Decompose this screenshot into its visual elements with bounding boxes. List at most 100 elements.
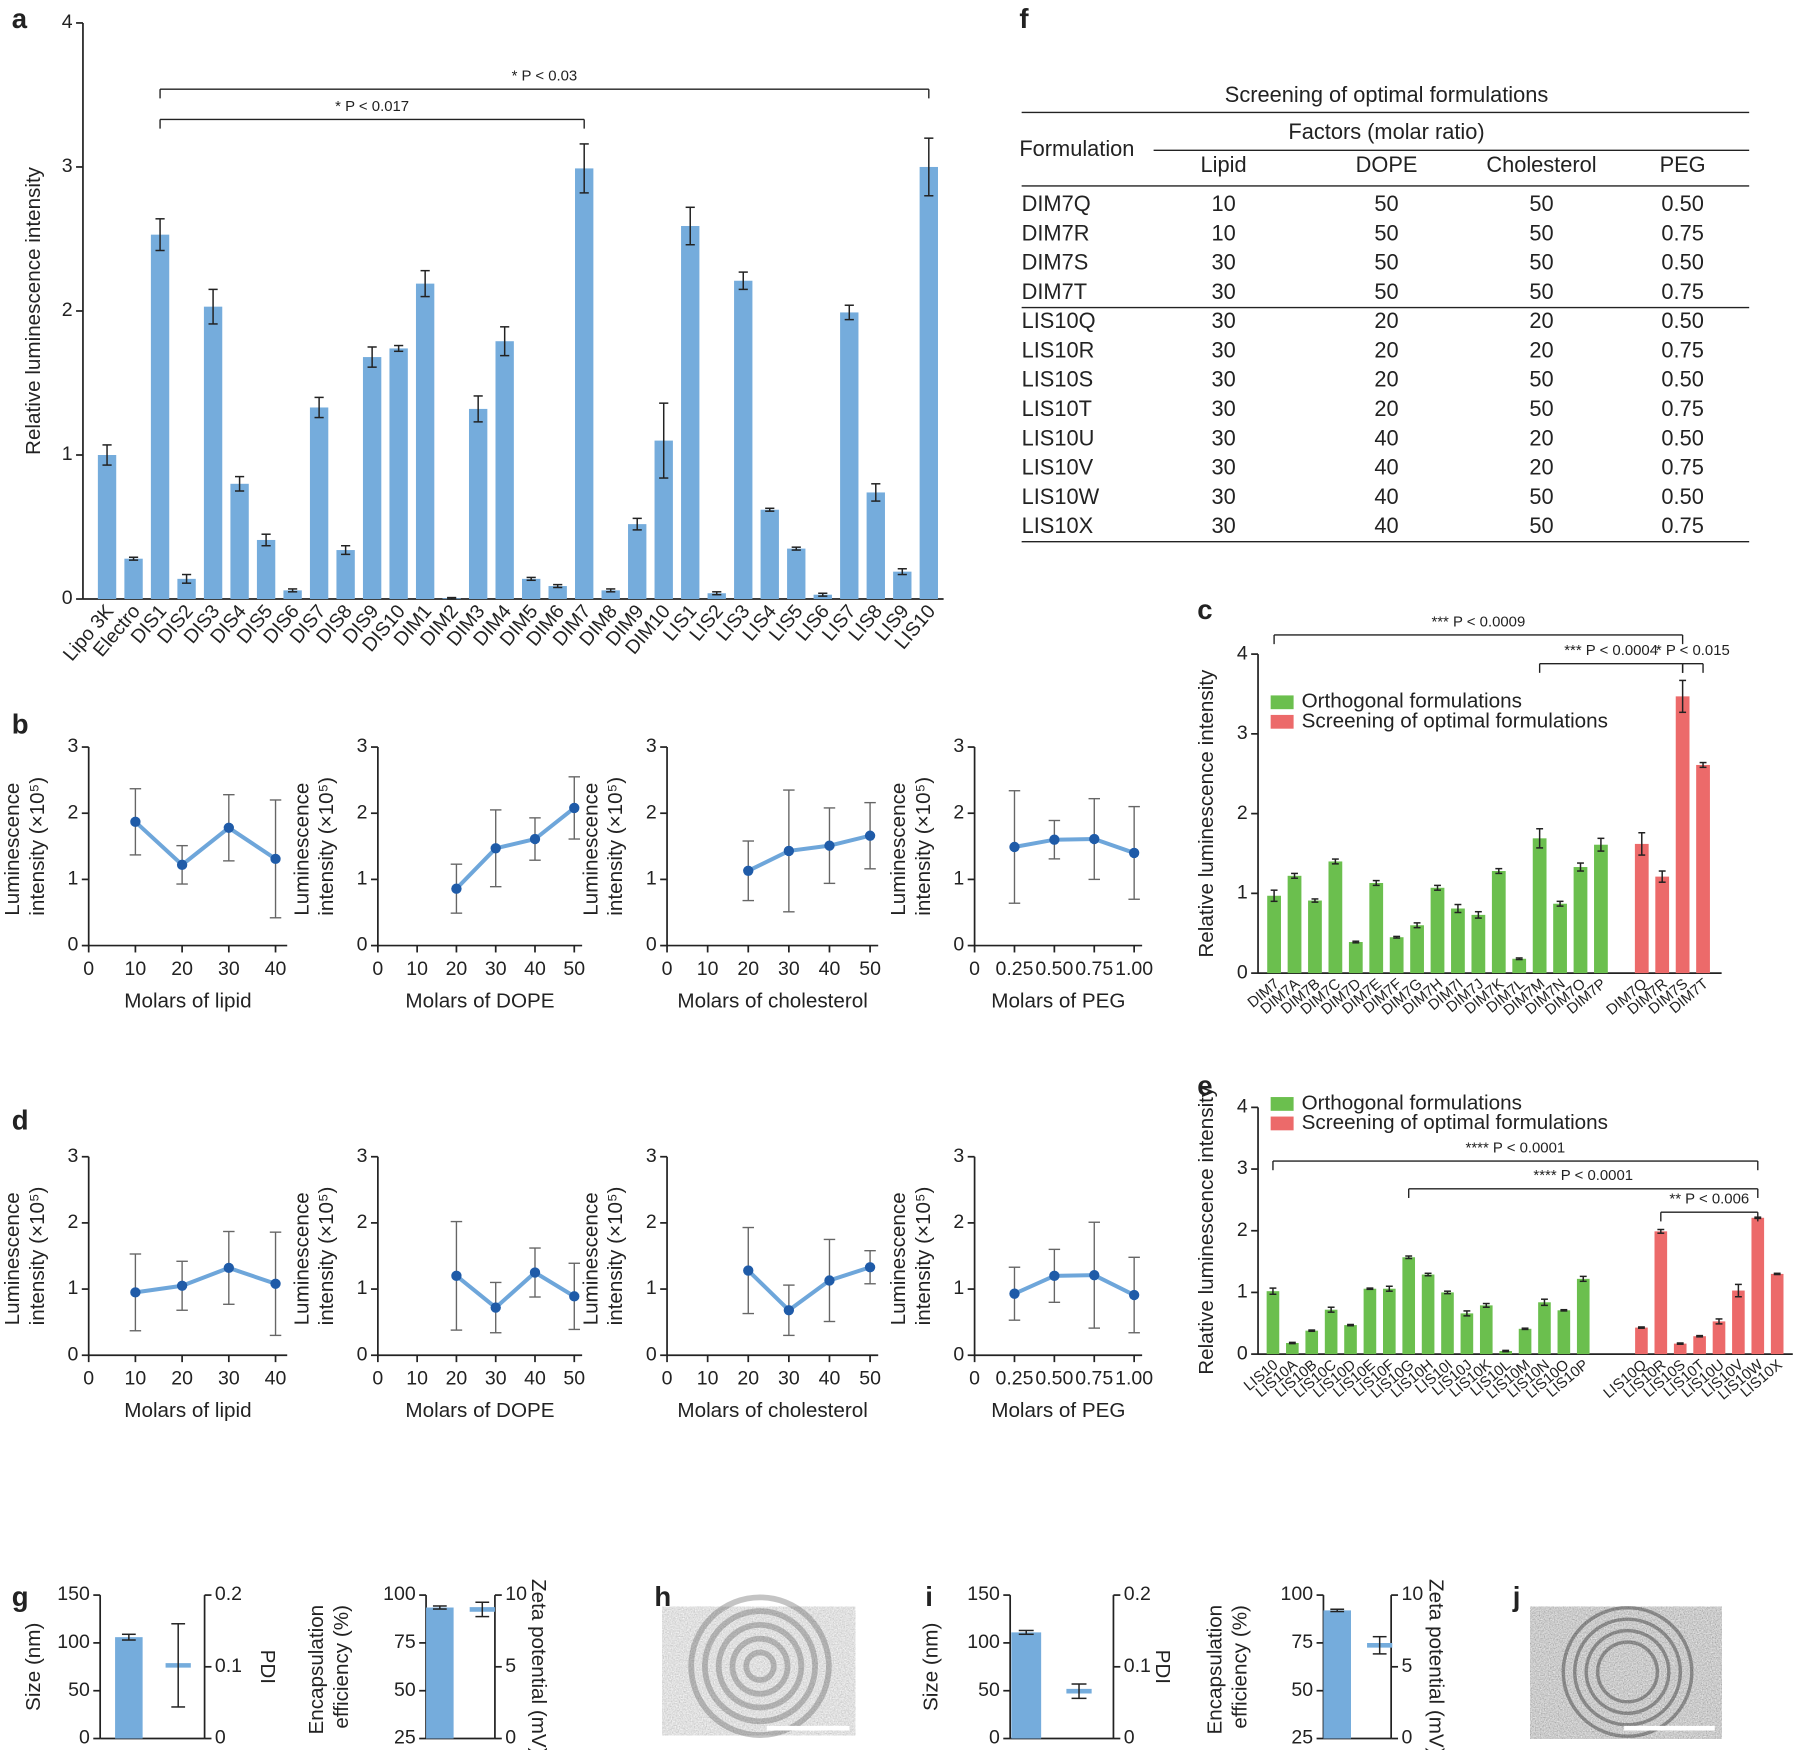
y-tick-label: 100 <box>383 1583 416 1605</box>
x-tick-label: 50 <box>859 1368 881 1390</box>
error-bar <box>1696 1334 1704 1338</box>
table-header: PEG <box>1660 152 1706 177</box>
error-bar <box>897 568 907 576</box>
bar <box>256 539 276 600</box>
bar <box>1363 1288 1377 1355</box>
error-bar <box>128 556 139 561</box>
error-bar <box>1311 898 1319 903</box>
bar <box>362 357 382 600</box>
bar <box>415 283 435 600</box>
table-cell: 0.50 <box>1661 367 1703 392</box>
line <box>1013 1273 1136 1297</box>
y-tick-label: 3 <box>953 735 964 757</box>
y-tick-label: 1 <box>953 1277 964 1299</box>
error-bar <box>1327 1306 1335 1313</box>
table-cell: 0.50 <box>1661 484 1703 509</box>
table-cell: 20 <box>1374 337 1398 362</box>
x-tick-label: 0 <box>662 958 673 980</box>
y-tick-label: 1 <box>62 443 73 465</box>
y-tick-label: 3 <box>357 735 368 757</box>
point <box>864 1262 876 1273</box>
panel-label: c <box>1197 594 1212 625</box>
panel-label: j <box>1512 1581 1521 1612</box>
line <box>747 833 871 873</box>
error-bar <box>500 326 510 357</box>
point <box>529 833 541 845</box>
x-tick-label: 30 <box>778 1368 800 1390</box>
y-tick-label: 0 <box>1237 1342 1248 1364</box>
table-cell: DIM7R <box>1022 220 1090 245</box>
axis-label: Luminescence intensity (×10⁵) <box>2 1187 50 1326</box>
bar <box>734 280 753 600</box>
error-bar <box>1579 1275 1587 1283</box>
bar <box>628 524 647 600</box>
bar <box>1369 882 1384 974</box>
bar <box>1287 875 1302 974</box>
point <box>1049 834 1060 845</box>
x-tick-label: 40 <box>524 958 546 980</box>
x-tick-label: 20 <box>446 1368 468 1390</box>
x-tick-label: 0 <box>662 1368 673 1390</box>
x-tick-label: 0.75 <box>1075 958 1113 980</box>
bar <box>1451 908 1465 974</box>
bar <box>1594 844 1608 974</box>
table-cell: 0.50 <box>1661 425 1703 450</box>
error-bar <box>235 475 245 492</box>
table-cell: LIS10T <box>1022 396 1092 421</box>
bar <box>601 590 620 600</box>
error-bar <box>1597 837 1605 852</box>
table-cell: 50 <box>1529 513 1553 538</box>
x-tick-label: 30 <box>778 958 800 980</box>
table-cell: 40 <box>1374 484 1398 509</box>
x-tick-label: 0.50 <box>1035 1368 1073 1390</box>
bar <box>575 168 594 600</box>
axis-label: PDI <box>1151 1650 1174 1684</box>
line <box>746 1265 871 1313</box>
y-tick-label: 0 <box>1237 961 1248 983</box>
error-bar <box>1308 1329 1316 1333</box>
y-tick-label: 0.1 <box>1124 1655 1151 1677</box>
bar <box>1576 1278 1590 1355</box>
error-bar <box>1331 858 1339 865</box>
bar <box>1499 1351 1512 1355</box>
table-cell: 30 <box>1211 425 1235 450</box>
table-cell: 30 <box>1211 484 1235 509</box>
error-bar <box>475 1601 490 1618</box>
table-cell: 20 <box>1529 455 1553 480</box>
x-axis-label: Molars of cholesterol <box>677 989 867 1012</box>
error-bar <box>712 591 722 596</box>
error-bar <box>1658 870 1666 883</box>
table-cell: 20 <box>1529 337 1553 362</box>
x-tick-label: 40 <box>265 958 287 980</box>
x-tick-label: 20 <box>171 958 193 980</box>
bar <box>115 1637 143 1739</box>
x-tick-label: 20 <box>446 958 468 980</box>
panel-label: e <box>1197 1070 1212 1101</box>
bar <box>840 312 859 600</box>
bar <box>150 234 170 600</box>
x-tick-label: 30 <box>218 958 240 980</box>
y-tick-label: 3 <box>1237 1157 1248 1179</box>
error-bar <box>1536 828 1544 849</box>
error-bar <box>1638 832 1646 856</box>
y-tick-label: 2 <box>1237 1219 1248 1241</box>
error-bar <box>1454 903 1462 914</box>
axis-label: Luminescence intensity (×10⁵) <box>580 1187 628 1326</box>
significance-label: *** P < 0.0004 <box>1564 643 1658 659</box>
bar <box>309 407 329 600</box>
micrograph-image <box>662 1606 856 1736</box>
bar <box>1402 1257 1416 1355</box>
error-bar <box>1269 1287 1277 1296</box>
axis-label: PDI <box>256 1650 279 1684</box>
error-bar <box>1424 1272 1432 1277</box>
y-tick-label: 100 <box>57 1631 90 1653</box>
point <box>223 1262 234 1274</box>
error-bar <box>1715 1318 1723 1325</box>
x-axis-label: Molars of lipid <box>124 989 251 1012</box>
table-cell: 50 <box>1374 250 1398 275</box>
error-bar <box>314 396 324 419</box>
bar <box>522 578 541 600</box>
particle-rings <box>1561 1605 1694 1738</box>
y-tick-label: 50 <box>978 1679 1000 1701</box>
micrograph-j <box>1530 1605 1722 1739</box>
